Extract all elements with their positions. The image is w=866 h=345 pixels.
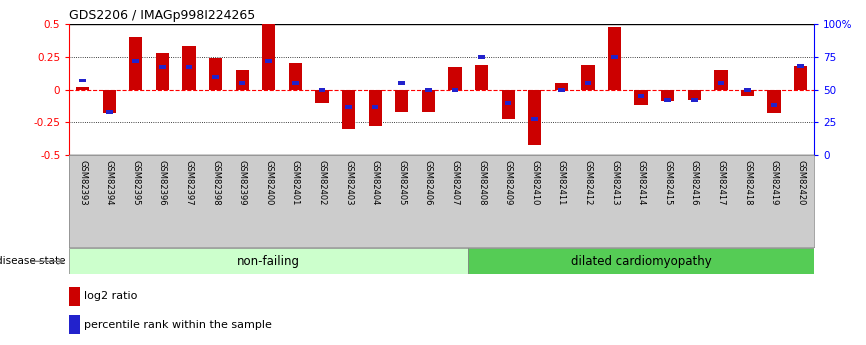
Text: GSM82399: GSM82399 <box>237 160 247 205</box>
Bar <box>661 90 675 101</box>
Text: GSM82418: GSM82418 <box>743 160 752 205</box>
Bar <box>501 90 514 119</box>
Bar <box>288 63 302 90</box>
Bar <box>342 90 355 129</box>
Bar <box>478 55 485 59</box>
Text: GSM82407: GSM82407 <box>450 160 460 205</box>
Bar <box>372 105 378 109</box>
Bar <box>532 117 538 120</box>
Text: dilated cardiomyopathy: dilated cardiomyopathy <box>571 255 712 268</box>
Bar <box>266 59 272 63</box>
Bar <box>638 94 644 98</box>
Bar <box>132 59 139 63</box>
Bar <box>744 88 751 92</box>
Bar <box>239 81 245 85</box>
Bar <box>771 104 778 107</box>
Bar <box>608 27 621 90</box>
Bar <box>69 248 469 274</box>
Text: GSM82402: GSM82402 <box>318 160 326 205</box>
Bar <box>183 47 196 90</box>
Bar <box>611 55 617 59</box>
Bar <box>212 75 219 79</box>
Text: GSM82401: GSM82401 <box>291 160 300 205</box>
Text: percentile rank within the sample: percentile rank within the sample <box>85 320 272 330</box>
Text: GSM82410: GSM82410 <box>530 160 540 205</box>
Text: GSM82416: GSM82416 <box>690 160 699 205</box>
Bar <box>558 88 565 92</box>
Bar <box>369 90 382 126</box>
Bar <box>718 81 724 85</box>
Bar <box>798 64 804 68</box>
Text: GSM82409: GSM82409 <box>504 160 513 205</box>
Text: GSM82403: GSM82403 <box>344 160 353 205</box>
Bar <box>292 81 299 85</box>
Bar <box>346 105 352 109</box>
Bar <box>449 67 462 90</box>
Text: GSM82417: GSM82417 <box>716 160 726 205</box>
Text: GSM82420: GSM82420 <box>796 160 805 205</box>
Text: GSM82405: GSM82405 <box>397 160 406 205</box>
Bar <box>319 88 326 92</box>
Text: log2 ratio: log2 ratio <box>85 291 138 301</box>
Bar <box>129 37 142 90</box>
Text: GSM82414: GSM82414 <box>637 160 646 205</box>
Text: GDS2206 / IMAGp998I224265: GDS2206 / IMAGp998I224265 <box>69 9 255 22</box>
Text: GSM82412: GSM82412 <box>584 160 592 205</box>
Bar <box>635 90 648 106</box>
Text: GSM82404: GSM82404 <box>371 160 379 205</box>
Bar <box>159 66 165 69</box>
Bar <box>688 90 701 100</box>
Text: GSM82411: GSM82411 <box>557 160 565 205</box>
Bar <box>585 81 591 85</box>
Bar <box>395 90 409 112</box>
Bar <box>69 287 80 306</box>
Text: GSM82393: GSM82393 <box>78 160 87 205</box>
Bar <box>76 87 89 90</box>
Text: GSM82415: GSM82415 <box>663 160 672 205</box>
Text: GSM82394: GSM82394 <box>105 160 113 205</box>
Bar <box>262 24 275 90</box>
Bar <box>69 315 80 334</box>
Text: GSM82396: GSM82396 <box>158 160 167 205</box>
Text: GSM82406: GSM82406 <box>423 160 433 205</box>
Text: GSM82408: GSM82408 <box>477 160 486 205</box>
Bar <box>422 90 435 112</box>
Bar <box>236 70 249 90</box>
Text: GSM82398: GSM82398 <box>211 160 220 205</box>
Bar <box>102 90 116 113</box>
Bar <box>106 110 113 114</box>
Bar <box>80 79 86 82</box>
Text: non-failing: non-failing <box>237 255 301 268</box>
Bar <box>691 98 698 102</box>
Bar <box>425 88 431 92</box>
Text: disease state: disease state <box>0 256 66 266</box>
Bar <box>315 90 328 103</box>
Bar <box>475 65 488 90</box>
Text: GSM82419: GSM82419 <box>770 160 779 205</box>
Bar <box>398 81 405 85</box>
Bar <box>741 90 754 96</box>
Bar <box>555 83 568 90</box>
Bar <box>209 58 223 90</box>
Bar <box>767 90 781 113</box>
Bar <box>528 90 541 145</box>
Bar <box>452 88 458 92</box>
Text: GSM82397: GSM82397 <box>184 160 193 205</box>
Text: GSM82413: GSM82413 <box>610 160 619 205</box>
Bar <box>581 65 595 90</box>
Bar <box>185 66 192 69</box>
Text: GSM82400: GSM82400 <box>264 160 274 205</box>
Bar <box>505 101 512 105</box>
Bar <box>664 98 671 102</box>
Text: GSM82395: GSM82395 <box>132 160 140 205</box>
Bar <box>714 70 727 90</box>
Bar <box>156 53 169 90</box>
Bar <box>469 248 814 274</box>
Bar <box>794 66 807 90</box>
